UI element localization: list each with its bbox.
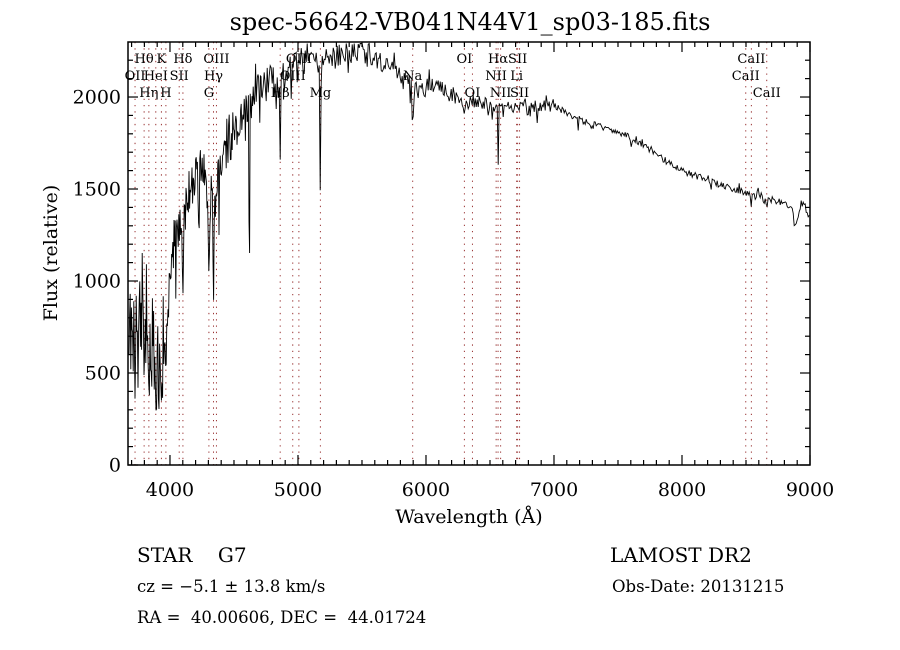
x-tick-label: 8000 bbox=[658, 479, 706, 501]
line-marker-label: CaII bbox=[732, 69, 760, 84]
y-axis-label: Flux (relative) bbox=[40, 185, 62, 322]
y-tick-label: 0 bbox=[109, 455, 121, 477]
line-marker-label: SII bbox=[508, 52, 527, 67]
line-marker-label: G bbox=[204, 86, 214, 101]
line-marker-label: Hδ bbox=[173, 52, 192, 67]
line-marker-label: Hγ bbox=[204, 69, 223, 84]
line-marker-label: Mg bbox=[310, 86, 332, 101]
line-marker-label: CaII bbox=[737, 52, 765, 67]
line-marker-label: NII bbox=[490, 86, 512, 101]
obs-date: Obs-Date: 20131215 bbox=[612, 577, 785, 596]
line-marker-label: K bbox=[157, 52, 167, 67]
line-marker-label: HeI bbox=[144, 69, 168, 84]
y-tick-label: 2000 bbox=[73, 87, 121, 109]
subclass-label: G7 bbox=[217, 543, 247, 567]
x-tick-label: 9000 bbox=[786, 479, 834, 501]
x-tick-label: 6000 bbox=[402, 479, 450, 501]
spectral-line-markers bbox=[134, 42, 768, 465]
y-tick-label: 500 bbox=[85, 363, 121, 385]
x-tick-label: 4000 bbox=[146, 479, 194, 501]
plot-axes: 4000 5000 6000 7000 8000 9000 0 500 1000 1500 2000 bbox=[73, 41, 834, 501]
line-marker-label: Li bbox=[510, 69, 523, 84]
line-marker-label: OI bbox=[465, 86, 481, 101]
survey-release: LAMOST DR2 bbox=[610, 543, 752, 567]
object-class: STAR G7 bbox=[137, 543, 247, 567]
line-marker-label: H bbox=[160, 86, 171, 101]
line-marker-label: CaII bbox=[753, 86, 781, 101]
line-marker-label: Hα bbox=[488, 52, 508, 67]
line-marker-label: NII bbox=[485, 69, 507, 84]
ra-dec: RA = 40.00606, DEC = 44.01724 bbox=[137, 608, 427, 627]
spectrum-curve bbox=[128, 42, 810, 411]
plot-frame bbox=[127, 41, 811, 466]
line-marker-label: SII bbox=[170, 69, 189, 84]
class-label: STAR bbox=[137, 543, 193, 567]
y-tick-label: 1500 bbox=[73, 179, 121, 201]
plot-title: spec-56642-VB041N44V1_sp03-185.fits bbox=[230, 8, 711, 36]
x-tick-label: 7000 bbox=[530, 479, 578, 501]
line-marker-label: Hθ bbox=[135, 52, 154, 67]
line-marker-label: OII bbox=[125, 69, 146, 84]
line-marker-label: OI bbox=[456, 52, 472, 67]
y-tick-label: 1000 bbox=[73, 271, 121, 293]
line-marker-label: SII bbox=[510, 86, 529, 101]
x-axis-label: Wavelength (Å) bbox=[395, 506, 542, 528]
x-tick-label: 5000 bbox=[274, 479, 322, 501]
spectrum-flux-path bbox=[128, 42, 810, 411]
line-marker-label: Hη bbox=[139, 86, 158, 101]
cz-velocity: cz = −5.1 ± 13.8 km/s bbox=[137, 577, 326, 596]
line-marker-label: OIII bbox=[203, 52, 229, 67]
